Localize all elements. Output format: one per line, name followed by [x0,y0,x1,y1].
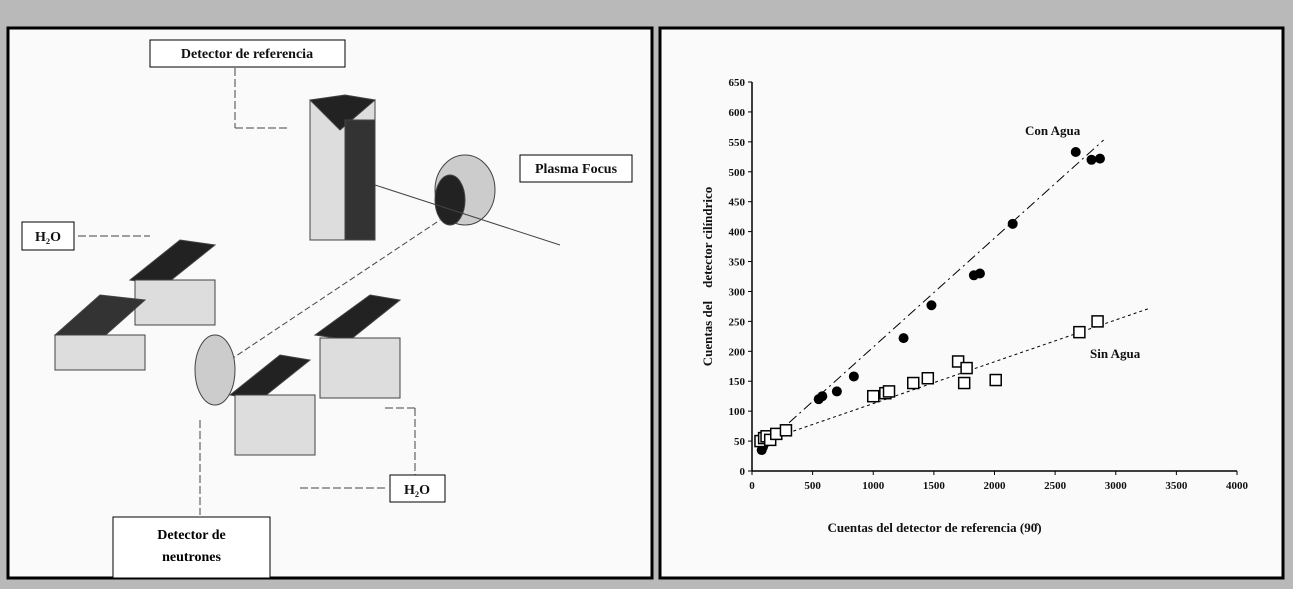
plasma-label: Plasma Focus [535,162,618,177]
x-tick-label: 4000 [1226,480,1249,492]
figure: Detector de referencia Plasma Focus H₂O … [0,0,1293,584]
point [899,333,909,343]
y-tick-label: 400 [729,227,746,239]
reference-label: Detector de referencia [181,47,313,62]
x-tick-label: 1500 [923,480,946,492]
neutron-label: Detector de neutrones [142,525,242,569]
point [1087,155,1097,165]
point [926,300,936,310]
point [975,269,985,279]
point [1095,154,1105,164]
y-tick-label: 0 [740,466,746,478]
point [961,363,972,374]
series-label: Con Agua [1025,123,1081,138]
point [849,371,859,381]
point [884,386,895,397]
y-tick-label: 100 [729,406,746,418]
point [1092,316,1103,327]
right-panel [660,28,1283,578]
x-tick-label: 1000 [862,480,885,492]
point [817,391,827,401]
water-label: H₂O [35,230,61,245]
y-tick-label: 250 [729,316,746,328]
x-axis-label: Cuentas del detector de referencia (90̊) [827,520,1041,535]
y-tick-label: 350 [729,257,746,269]
point [990,375,1001,386]
y-tick-label: 650 [729,77,746,89]
x-tick-label: 3500 [1165,480,1188,492]
point [832,386,842,396]
point [1008,219,1018,229]
x-tick-label: 2000 [984,480,1007,492]
y-tick-label: 200 [729,346,746,358]
y-tick-label: 300 [729,286,746,298]
water-label: H₂O [404,483,430,498]
point [1074,327,1085,338]
point [1071,147,1081,157]
x-tick-label: 0 [749,480,755,492]
y-tick-label: 50 [734,436,746,448]
point [922,373,933,384]
page: Detector de referencia Plasma Focus H₂O … [0,0,1293,584]
neutron-label-box: Detector de neutrones [113,525,270,575]
point [868,391,879,402]
x-tick-label: 500 [804,480,821,492]
x-tick-label: 3000 [1105,480,1128,492]
point [908,378,919,389]
y-axis-label: Cuentas del detector cilíndrico [700,187,715,367]
x-tick-label: 2500 [1044,480,1067,492]
y-tick-label: 550 [729,137,746,149]
y-tick-label: 600 [729,107,746,119]
y-tick-label: 450 [729,197,746,209]
y-tick-label: 500 [729,167,746,179]
point [780,425,791,436]
point [959,378,970,389]
series-label: Sin Agua [1090,346,1141,361]
y-tick-label: 150 [729,376,746,388]
